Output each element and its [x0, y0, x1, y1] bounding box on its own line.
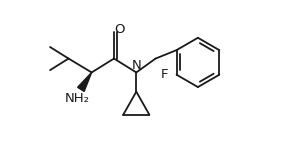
Text: F: F: [160, 68, 168, 81]
Polygon shape: [78, 72, 92, 91]
Text: NH₂: NH₂: [64, 92, 89, 105]
Text: N: N: [132, 59, 142, 72]
Text: O: O: [114, 23, 125, 36]
